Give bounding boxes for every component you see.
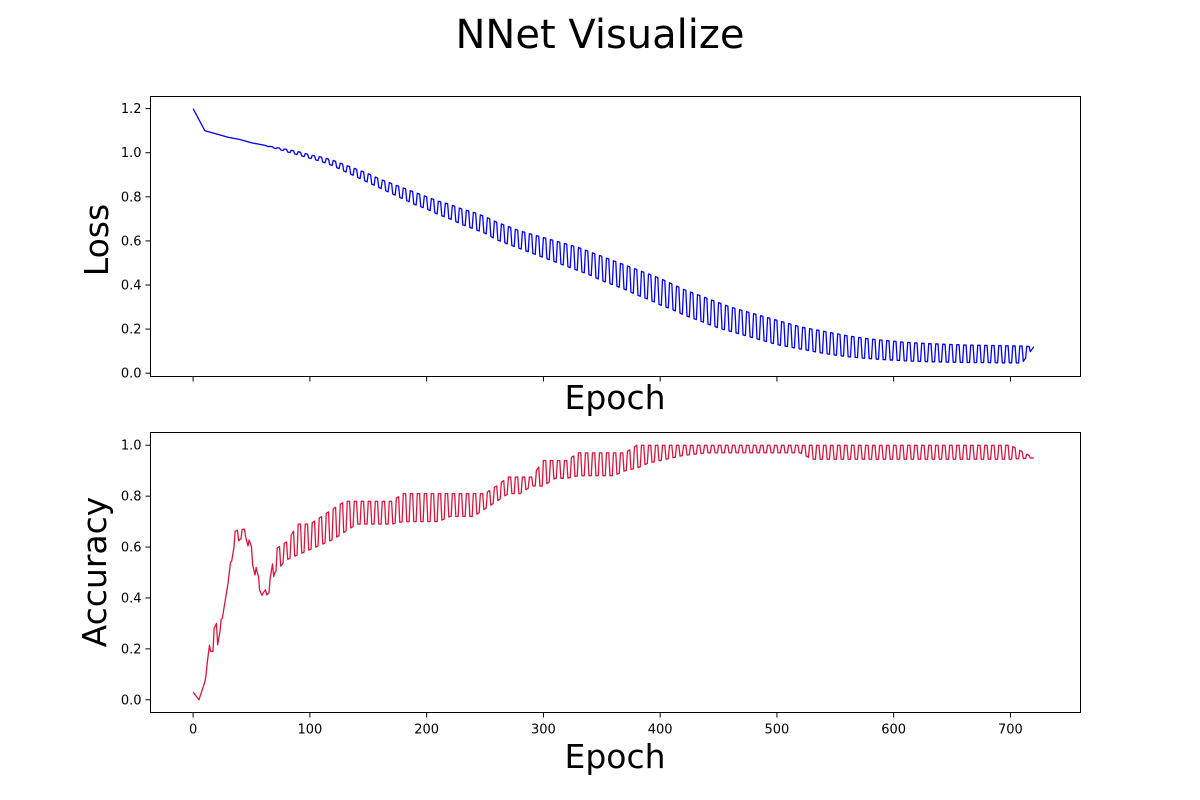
accuracy-y-tick-label: 1.0 (121, 439, 142, 454)
accuracy-ticks: 0 100 200 300 400 500 600 700 0.0 0.2 0.4 0.6 0.8 1.0 (121, 439, 1023, 738)
accuracy-x-tick-label: 400 (648, 723, 673, 738)
accuracy-y-tick-label: 0.4 (121, 591, 142, 606)
accuracy-x-tick-label: 500 (765, 723, 790, 738)
accuracy-y-tick-label: 0.2 (121, 642, 142, 657)
figure-title: NNet Visualize (456, 12, 745, 58)
loss-y-tick-label: 1.0 (121, 146, 142, 161)
accuracy-series-line (192, 444, 1034, 701)
loss-xlabel: Epoch (564, 378, 665, 417)
loss-y-tick-label: 0.0 (121, 367, 142, 382)
loss-y-tick-label: 0.6 (121, 234, 142, 249)
loss-ticks: 0.0 0.2 0.4 0.6 0.8 1.0 1.2 (121, 102, 1011, 382)
loss-series-line (192, 108, 1035, 364)
loss-y-tick-label: 0.2 (121, 323, 142, 338)
loss-axes: 0.0 0.2 0.4 0.6 0.8 1.0 1.2 Epoch Loss (77, 96, 1081, 417)
loss-y-tick-label: 0.4 (121, 279, 142, 294)
accuracy-x-tick-label: 700 (998, 723, 1023, 738)
loss-ylabel: Loss (77, 204, 116, 276)
accuracy-plot-frame (150, 432, 1081, 713)
accuracy-ylabel: Accuracy (75, 497, 114, 648)
accuracy-x-tick-label: 200 (414, 723, 439, 738)
loss-line-layer (192, 108, 1035, 364)
accuracy-line-layer (192, 444, 1034, 701)
accuracy-x-tick-label: 300 (531, 723, 556, 738)
accuracy-x-tick-label: 600 (881, 723, 906, 738)
loss-y-tick-label: 1.2 (121, 102, 142, 117)
loss-y-tick-label: 0.8 (121, 190, 142, 205)
loss-plot-frame (150, 96, 1081, 377)
accuracy-axes: 0 100 200 300 400 500 600 700 0.0 0.2 0.4 0.6 0.8 1.0… (75, 432, 1081, 776)
accuracy-x-tick-label: 0 (189, 723, 197, 738)
accuracy-y-tick-label: 0.8 (121, 490, 142, 505)
accuracy-x-tick-label: 100 (297, 723, 322, 738)
accuracy-xlabel: Epoch (564, 737, 665, 776)
accuracy-y-tick-label: 0.6 (121, 541, 142, 556)
accuracy-y-tick-label: 0.0 (121, 693, 142, 708)
